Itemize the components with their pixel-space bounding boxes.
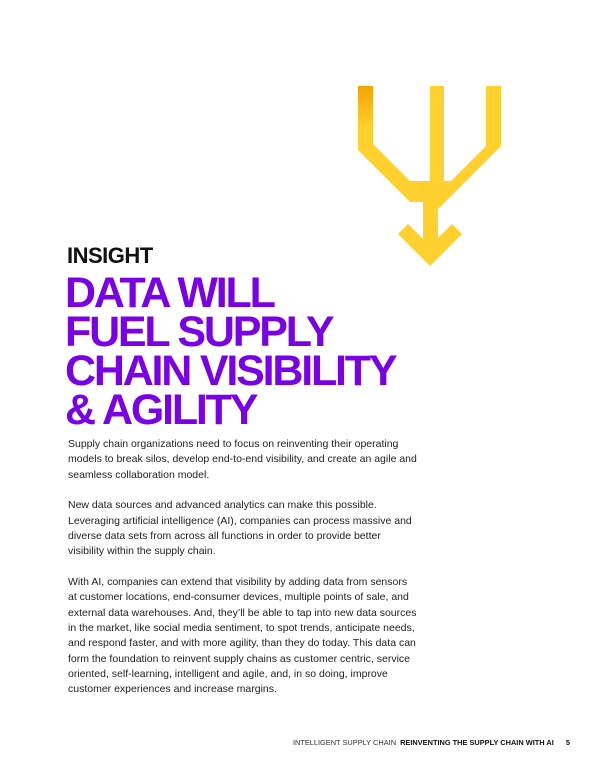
page-number: 5 [565, 738, 570, 747]
section-eyebrow: INSIGHT [67, 243, 153, 268]
footer-title: REINVENTING THE SUPPLY CHAIN WITH AI [400, 738, 554, 747]
body-paragraph: With AI, companies can extend that visib… [68, 576, 417, 696]
page-footer: INTELLIGENT SUPPLY CHAIN REINVENTING THE… [293, 738, 570, 747]
footer-section: INTELLIGENT SUPPLY CHAIN [292, 738, 397, 747]
body-text: Supply chain organizations need to focus… [68, 437, 418, 713]
headline-line: CHAIN VISIBILITY [65, 347, 398, 395]
headline-line: & AGILITY [65, 386, 258, 434]
headline-line: DATA WILL [65, 269, 276, 317]
body-paragraph: New data sources and advanced analytics … [68, 499, 412, 558]
converging-arrows-icon [358, 86, 501, 266]
body-paragraph: Supply chain organizations need to focus… [68, 438, 417, 481]
headline-line: FUEL SUPPLY [65, 308, 335, 356]
page-headline: DATA WILL FUEL SUPPLY CHAIN VISIBILITY &… [65, 269, 465, 434]
